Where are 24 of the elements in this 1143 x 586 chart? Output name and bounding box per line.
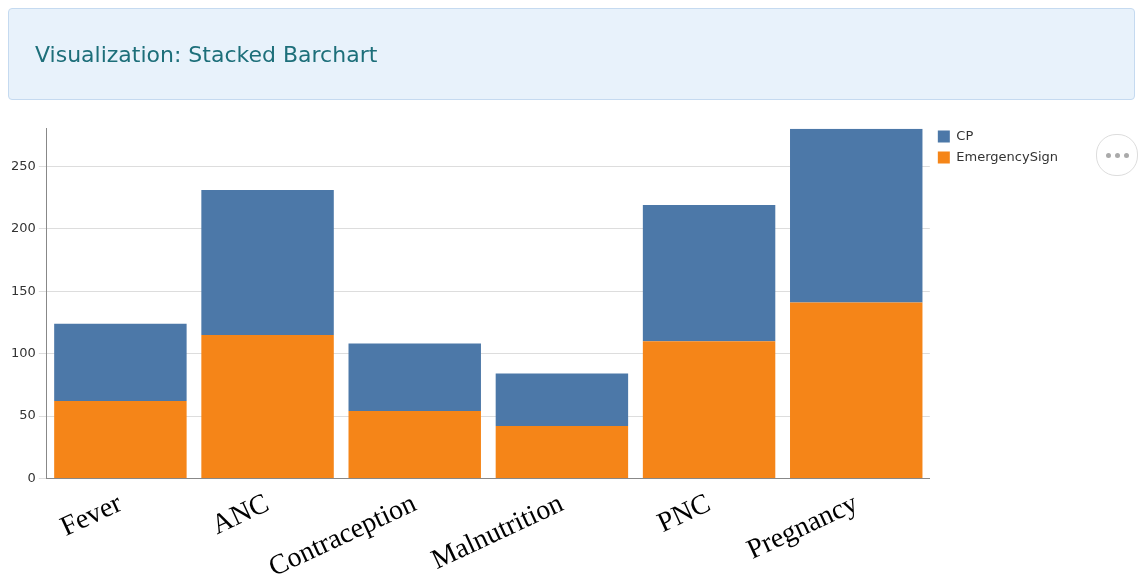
bar	[495, 426, 629, 479]
x-tick-label: Fever	[55, 486, 127, 542]
legend-label: EmergencySign	[956, 148, 1059, 164]
bar	[348, 411, 481, 479]
y-tick-label: 250	[10, 157, 36, 173]
y-tick-label: 0	[27, 469, 36, 485]
y-tick-label: 200	[10, 220, 36, 236]
x-tick-label: PNC	[652, 486, 715, 538]
bar	[54, 401, 187, 479]
bar	[790, 128, 923, 303]
chart-title: Visualization: Stacked Barchart	[8, 8, 1135, 100]
y-tick-label: 150	[10, 282, 36, 298]
bar	[495, 373, 629, 427]
bar	[201, 334, 334, 479]
x-tick-label: ANC	[206, 486, 274, 540]
legend-label: CP	[956, 127, 974, 143]
y-tick-label: 50	[19, 407, 36, 423]
bar	[790, 302, 923, 479]
bar	[642, 341, 776, 479]
y-tick-label: 100	[10, 344, 36, 360]
bar	[201, 190, 334, 335]
bar	[348, 343, 481, 412]
bar	[642, 204, 776, 342]
bar	[54, 323, 187, 402]
